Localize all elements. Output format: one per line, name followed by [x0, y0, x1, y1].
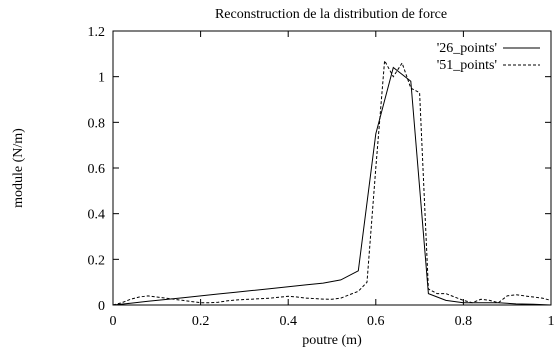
x-tick-label: 0.8 — [455, 314, 473, 329]
x-axis-label: poutre (m) — [302, 333, 362, 348]
legend: '26_points' '51_points' — [437, 41, 540, 73]
y-tick-label: 1 — [98, 71, 105, 86]
y-tick-label: 0.6 — [88, 162, 106, 177]
legend-label-51-points: '51_points' — [437, 58, 497, 73]
series-line-26-points — [112, 66, 552, 306]
x-tick-label: 0.2 — [192, 314, 210, 329]
legend-label-26-points: '26_points' — [437, 41, 497, 56]
x-tick-label: 0.4 — [279, 314, 297, 329]
y-axis-label: module (N/m) — [11, 128, 26, 208]
ticks-layer: 0 0.2 0.4 0.6 0.8 1 0 0.2 0.4 0.6 0.8 1 1.2 — [88, 25, 554, 329]
y-tick-label: 0.4 — [88, 208, 106, 223]
x-tick-label: 0.6 — [367, 314, 385, 329]
chart-title: Reconstruction de la distribution de for… — [215, 7, 447, 22]
series-line-51-points — [112, 58, 552, 306]
x-tick-label: 0 — [110, 314, 117, 329]
x-tick-label: 1 — [548, 314, 554, 329]
y-tick-label: 1.2 — [88, 25, 106, 40]
y-tick-label: 0 — [98, 299, 105, 314]
y-tick-label: 0.8 — [88, 116, 106, 131]
series-layer — [112, 58, 552, 306]
y-tick-label: 0.2 — [88, 253, 106, 268]
